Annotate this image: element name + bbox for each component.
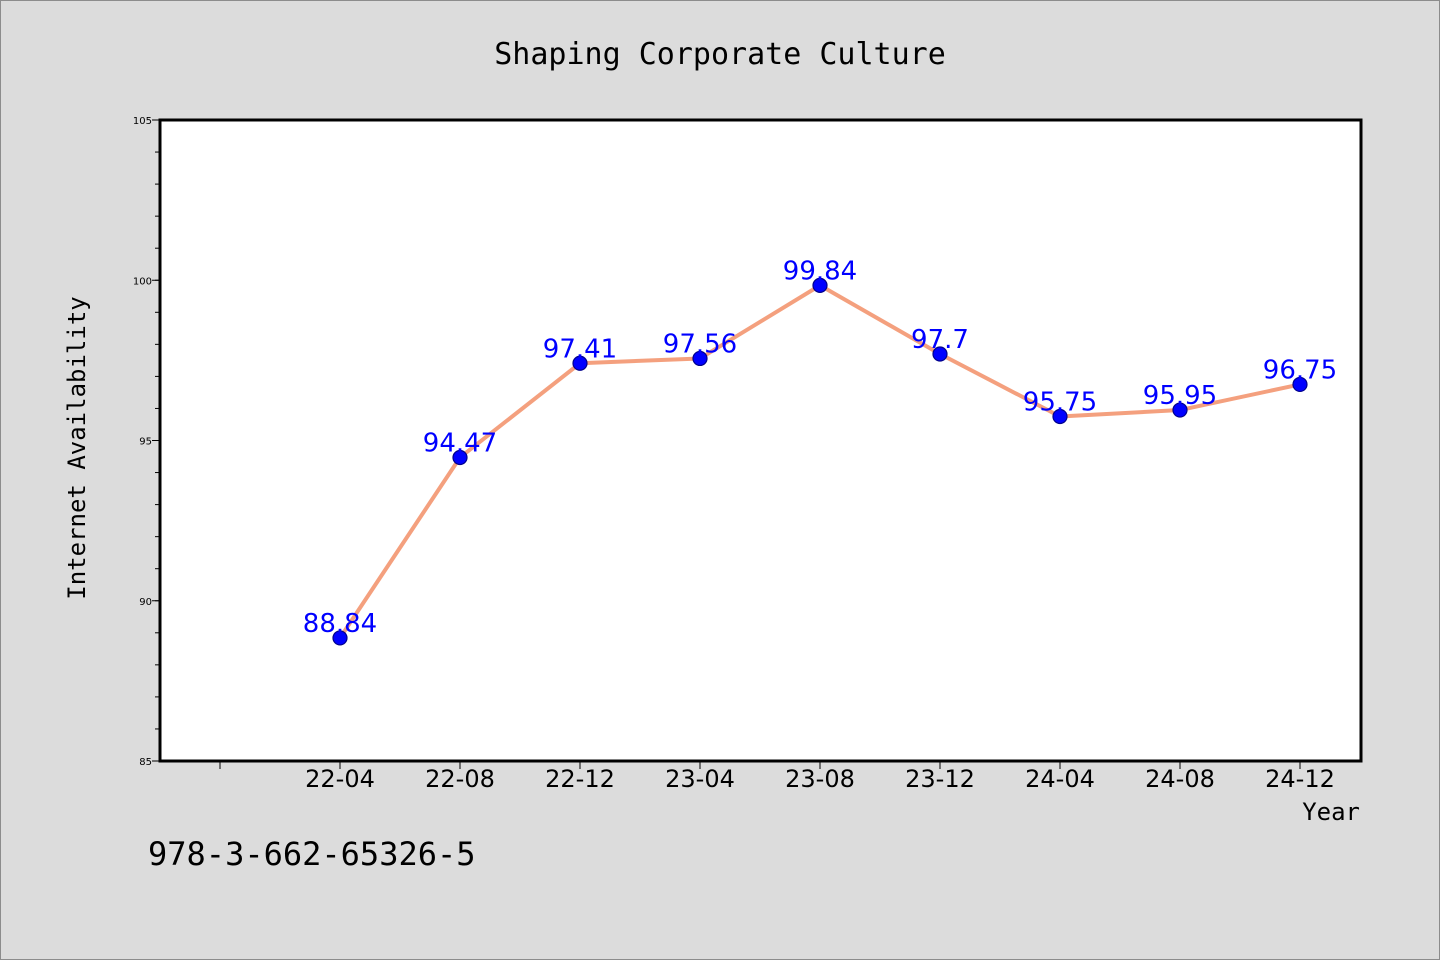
data-point [1292, 376, 1308, 393]
data-label: 94.47 [423, 428, 497, 458]
y-tick-label: 85 [139, 757, 152, 768]
plot-area [158, 118, 1363, 763]
data-point [932, 346, 948, 362]
y-axis: 85 90 95 100 105 [133, 116, 160, 768]
chart-title: Shaping Corporate Culture [494, 37, 946, 72]
x-tick-label: 22-12 [545, 765, 615, 793]
x-axis-label: Year [1302, 798, 1360, 826]
y-axis-label: Internet Availability [63, 296, 91, 599]
x-tick-label: 22-08 [425, 765, 495, 793]
x-tick-label: 23-04 [665, 765, 735, 793]
y-tick-label: 100 [133, 276, 152, 287]
data-point [692, 350, 708, 367]
data-point [812, 277, 828, 293]
data-point [1172, 402, 1188, 418]
footer-code: 978-3-662-65326-5 [148, 835, 476, 873]
x-tick-label: 24-08 [1145, 765, 1215, 793]
data-label: 95.95 [1143, 381, 1217, 411]
y-tick-label: 95 [139, 437, 152, 448]
data-label: 97.7 [911, 325, 969, 355]
data-point [572, 355, 588, 371]
x-tick-label: 24-04 [1025, 765, 1095, 793]
data-point [1052, 408, 1068, 425]
data-point [332, 630, 348, 646]
x-tick-label: 23-08 [785, 765, 855, 793]
x-tick-label: 23-12 [905, 765, 975, 793]
series-group: 88.84 94.47 97.41 97.56 99.84 97.7 95.75 95.95 9… [303, 256, 1337, 646]
data-label: 95.75 [1023, 387, 1097, 417]
data-label: 88.84 [303, 609, 377, 639]
x-tick-label: 24-12 [1265, 765, 1335, 793]
data-label: 97.41 [543, 334, 617, 364]
x-tick-label: 22-04 [305, 765, 375, 793]
data-label: 96.75 [1263, 355, 1337, 385]
data-label: 97.56 [663, 329, 737, 359]
data-point [452, 449, 468, 466]
y-tick-label: 105 [133, 116, 152, 127]
y-tick-label: 90 [139, 597, 152, 608]
data-label: 99.84 [783, 256, 857, 286]
x-axis: 22-04 22-08 22-12 23-04 23-08 23-12 24-04 24-08… [219, 761, 1335, 793]
